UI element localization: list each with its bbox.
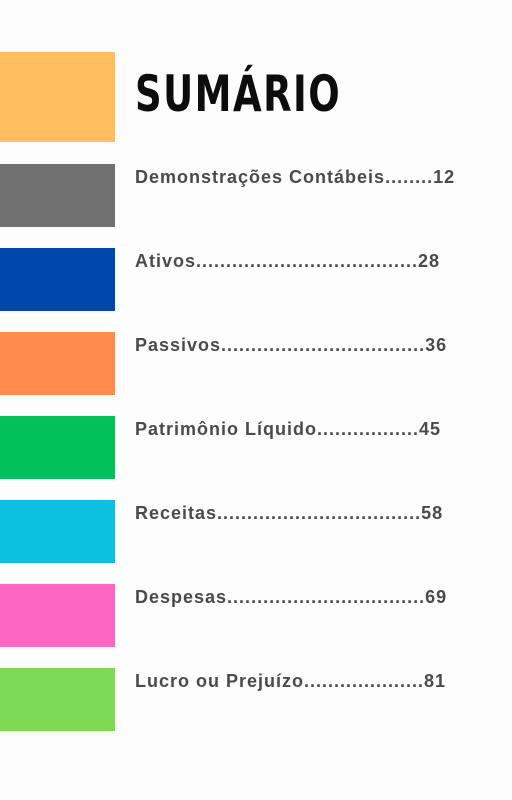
toc-item-passivos[interactable]: Passivos................................… — [135, 335, 448, 355]
color-block-demonstracoes — [0, 164, 115, 227]
title-color-block — [0, 52, 115, 142]
toc-item-receitas[interactable]: Receitas................................… — [135, 503, 444, 523]
toc-item-lucro-ou-prejuizo[interactable]: Lucro ou Prejuízo....................81 — [135, 671, 447, 691]
color-block-ativos — [0, 248, 115, 311]
toc-item-despesas[interactable]: Despesas................................… — [135, 587, 448, 607]
toc-item-ativos[interactable]: Ativos..................................… — [135, 251, 441, 271]
page-title: SUMÁRIO — [135, 65, 342, 123]
color-block-receitas — [0, 500, 115, 563]
color-block-passivos — [0, 332, 115, 395]
toc-item-demonstracoes-contabeis[interactable]: Demonstrações Contábeis........12 — [135, 167, 456, 187]
toc-item-patrimonio-liquido[interactable]: Patrimônio Líquido.................45 — [135, 419, 442, 439]
color-block-patrimonio — [0, 416, 115, 479]
color-block-lucro — [0, 668, 115, 731]
color-block-despesas — [0, 584, 115, 647]
